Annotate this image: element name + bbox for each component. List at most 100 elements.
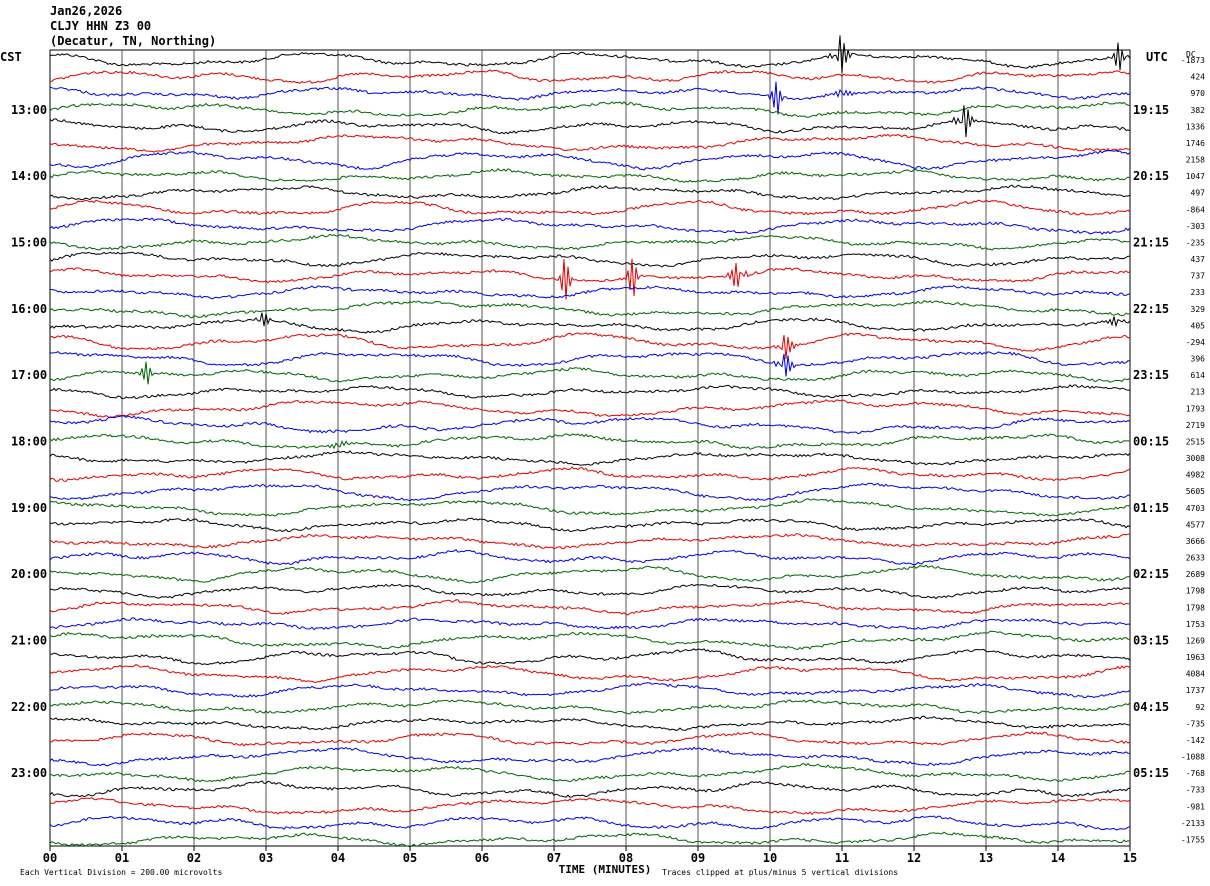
dc-offset-label: -864 bbox=[1186, 205, 1205, 214]
x-tick-label: 10 bbox=[763, 851, 777, 865]
trace-line bbox=[49, 233, 1131, 251]
trace-line bbox=[49, 384, 1131, 400]
dc-offset-label: -1873 bbox=[1181, 56, 1205, 65]
x-tick-label: 07 bbox=[547, 851, 561, 865]
dc-offset-label: 5605 bbox=[1186, 487, 1205, 496]
x-tick-label: 15 bbox=[1123, 851, 1137, 865]
cst-hour-label: 15:00 bbox=[11, 235, 47, 249]
x-tick-label: 00 bbox=[43, 851, 57, 865]
dc-offset-label: 382 bbox=[1191, 106, 1206, 115]
utc-time-label: 01:15 bbox=[1133, 501, 1169, 515]
trace-line bbox=[49, 699, 1131, 715]
x-tick-label: 01 bbox=[115, 851, 129, 865]
trace-line bbox=[49, 69, 1131, 85]
trace-line bbox=[49, 361, 1131, 385]
dc-axis-title: DC bbox=[1186, 50, 1196, 59]
utc-time-label: 02:15 bbox=[1133, 567, 1169, 581]
trace-line bbox=[49, 498, 1131, 517]
trace-line bbox=[49, 332, 1131, 359]
trace-line bbox=[49, 167, 1131, 184]
dc-offset-label: 970 bbox=[1191, 89, 1206, 98]
x-tick-label: 14 bbox=[1051, 851, 1065, 865]
cst-hour-label: 20:00 bbox=[11, 567, 47, 581]
dc-offset-label: -735 bbox=[1186, 719, 1205, 728]
footer-clip-note: Traces clipped at plus/minus 5 vertical … bbox=[662, 868, 898, 877]
trace-line bbox=[49, 466, 1131, 482]
trace-line bbox=[49, 300, 1131, 319]
dc-offset-label: 3008 bbox=[1186, 454, 1205, 463]
dc-offset-label: 4703 bbox=[1186, 504, 1205, 513]
trace-line bbox=[49, 251, 1130, 268]
utc-time-label: 23:15 bbox=[1133, 368, 1169, 382]
dc-offset-label: -1755 bbox=[1181, 835, 1205, 844]
header-station: CLJY HHN Z3 00 bbox=[50, 19, 152, 33]
trace-line bbox=[49, 258, 1131, 300]
dc-offset-label: 1793 bbox=[1186, 404, 1205, 413]
trace-line bbox=[49, 101, 1130, 118]
trace-line bbox=[49, 105, 1131, 138]
cst-hour-label: 13:00 bbox=[11, 103, 47, 117]
dc-offset-label: 1737 bbox=[1186, 686, 1205, 695]
dc-offset-label: 424 bbox=[1191, 73, 1206, 82]
trace-line bbox=[49, 831, 1131, 848]
x-tick-label: 11 bbox=[835, 851, 849, 865]
dc-offset-label: 2719 bbox=[1186, 421, 1205, 430]
x-tick-label: 06 bbox=[475, 851, 489, 865]
cst-axis-title: CST bbox=[0, 50, 22, 64]
dc-offset-label: -142 bbox=[1186, 736, 1205, 745]
trace-line bbox=[49, 664, 1131, 683]
trace-line bbox=[49, 630, 1131, 651]
dc-offset-label: 437 bbox=[1191, 255, 1206, 264]
dc-offset-label: 405 bbox=[1191, 321, 1206, 330]
dc-offset-label: 233 bbox=[1191, 288, 1206, 297]
trace-line bbox=[49, 433, 1131, 450]
trace-line bbox=[49, 648, 1131, 666]
dc-offset-label: 614 bbox=[1191, 371, 1206, 380]
footer-scale-note: Each Vertical Division = 200.00 microvol… bbox=[20, 868, 222, 877]
trace-line bbox=[49, 815, 1131, 831]
dc-offset-label: -294 bbox=[1186, 338, 1205, 347]
trace-line bbox=[49, 780, 1131, 798]
dc-offset-label: 1798 bbox=[1186, 587, 1205, 596]
trace-line bbox=[50, 517, 1131, 533]
x-tick-label: 04 bbox=[331, 851, 345, 865]
trace-line bbox=[49, 762, 1131, 783]
dc-offset-label: 92 bbox=[1195, 703, 1205, 712]
cst-hour-label: 23:00 bbox=[11, 766, 47, 780]
dc-offset-label: 329 bbox=[1191, 305, 1206, 314]
trace-line bbox=[49, 399, 1131, 419]
trace-line bbox=[49, 184, 1131, 201]
header-location: (Decatur, TN, Northing) bbox=[50, 34, 217, 48]
trace-line bbox=[49, 81, 1131, 115]
cst-hour-label: 17:00 bbox=[11, 368, 47, 382]
trace-line bbox=[49, 217, 1131, 235]
x-tick-label: 05 bbox=[403, 851, 417, 865]
dc-offset-label: 1269 bbox=[1186, 636, 1205, 645]
x-tick-label: 02 bbox=[187, 851, 201, 865]
x-axis-label: TIME (MINUTES) bbox=[559, 863, 652, 876]
utc-time-label: 05:15 bbox=[1133, 766, 1169, 780]
trace-line bbox=[49, 482, 1131, 502]
dc-offset-label: 2515 bbox=[1186, 437, 1205, 446]
trace-line bbox=[50, 730, 1131, 747]
x-tick-label: 09 bbox=[691, 851, 705, 865]
cst-hour-label: 14:00 bbox=[11, 169, 47, 183]
cst-hour-label: 19:00 bbox=[11, 501, 47, 515]
dc-offset-label: 2633 bbox=[1186, 554, 1205, 563]
dc-offset-label: 2689 bbox=[1186, 570, 1205, 579]
dc-offset-label: 4982 bbox=[1186, 471, 1205, 480]
dc-offset-label: 3666 bbox=[1186, 537, 1205, 546]
dc-offset-label: -981 bbox=[1186, 802, 1205, 811]
trace-line bbox=[49, 715, 1130, 732]
utc-time-label: 19:15 bbox=[1133, 103, 1169, 117]
trace-line bbox=[49, 35, 1131, 73]
header-date: Jan26,2026 bbox=[50, 4, 123, 18]
trace-line bbox=[50, 284, 1131, 300]
dc-offset-label: -303 bbox=[1186, 222, 1205, 231]
cst-hour-label: 16:00 bbox=[11, 302, 47, 316]
trace-line bbox=[49, 133, 1131, 153]
trace-line bbox=[49, 149, 1131, 171]
dc-offset-label: 1047 bbox=[1186, 172, 1205, 181]
trace-line bbox=[49, 199, 1131, 216]
dc-offset-label: 1963 bbox=[1186, 653, 1205, 662]
